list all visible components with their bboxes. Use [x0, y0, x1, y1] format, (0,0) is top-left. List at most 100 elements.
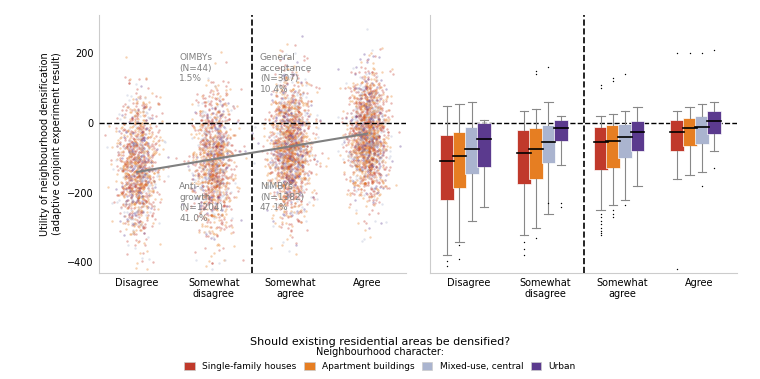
Point [369, 169, 381, 175]
Point [147, 210, 159, 216]
Point [277, 102, 290, 108]
Point [203, 166, 215, 172]
Point [383, 155, 395, 161]
Point [355, 103, 367, 110]
Point [375, 122, 387, 128]
Point [135, 195, 147, 201]
Point [354, 141, 366, 147]
Point [283, 128, 295, 134]
Point [153, 166, 165, 172]
Point [361, 160, 373, 166]
Point [376, 147, 388, 153]
Point [360, 123, 372, 129]
Point [369, 136, 382, 142]
Point [368, 66, 380, 72]
Point [128, 210, 141, 216]
Point [220, 224, 232, 230]
Point [293, 153, 305, 160]
Point [368, 144, 380, 150]
Point [378, 157, 390, 163]
Point [377, 143, 389, 149]
Point [198, 130, 211, 136]
Point [138, 172, 150, 178]
Point [361, 119, 373, 125]
Point [363, 99, 375, 105]
Point [281, 155, 293, 161]
Point [212, 169, 224, 175]
Point [363, 152, 375, 158]
Point [124, 187, 136, 193]
Point [116, 168, 128, 174]
Point [215, 143, 227, 149]
Point [352, 150, 364, 157]
Point [292, 163, 304, 169]
Point [364, 86, 376, 92]
Point [193, 146, 205, 152]
Point [274, 141, 286, 147]
Point [292, 99, 304, 105]
Point [218, 124, 230, 130]
Point [118, 183, 130, 189]
Point [283, 163, 295, 169]
Point [118, 127, 130, 133]
Point [131, 208, 143, 214]
Point [220, 194, 232, 200]
Point [283, 192, 295, 198]
Point [284, 105, 296, 111]
Point [309, 152, 321, 158]
Point [280, 207, 293, 213]
Point [219, 194, 231, 200]
Point [123, 183, 135, 189]
Point [353, 92, 365, 99]
Point [287, 136, 299, 142]
Point [214, 93, 226, 99]
Point [133, 193, 145, 199]
Point [194, 146, 206, 152]
Point [205, 192, 217, 198]
Point [358, 154, 370, 160]
Point [131, 100, 143, 106]
Point [363, 101, 375, 107]
Point [359, 83, 372, 89]
Point [130, 199, 142, 205]
Point [209, 197, 221, 203]
Point [152, 169, 164, 175]
Point [211, 194, 223, 200]
Point [126, 151, 138, 157]
Point [369, 131, 381, 137]
Point [270, 117, 282, 123]
Point [270, 136, 282, 143]
Point [372, 139, 384, 146]
Point [140, 75, 152, 81]
Point [280, 163, 293, 169]
Point [118, 121, 130, 127]
Point [372, 133, 385, 139]
Point [211, 241, 223, 247]
Point [288, 93, 300, 99]
Point [206, 188, 218, 194]
Point [366, 138, 378, 144]
Point [274, 154, 287, 160]
Point [220, 128, 233, 135]
Point [131, 163, 144, 169]
Point [359, 114, 371, 121]
Point [376, 149, 388, 155]
Point [372, 132, 385, 138]
Point [368, 141, 380, 147]
Point [298, 206, 310, 212]
Point [211, 153, 223, 160]
Point [350, 130, 363, 136]
Point [358, 76, 370, 82]
Point [129, 200, 141, 206]
Point [287, 234, 299, 240]
Point [366, 137, 378, 143]
Point [271, 165, 283, 171]
Point [367, 135, 379, 141]
Point [361, 150, 373, 156]
Point [378, 123, 390, 129]
Point [378, 117, 390, 123]
Point [140, 197, 152, 204]
Point [341, 122, 353, 128]
Point [362, 111, 374, 117]
Point [111, 143, 123, 149]
